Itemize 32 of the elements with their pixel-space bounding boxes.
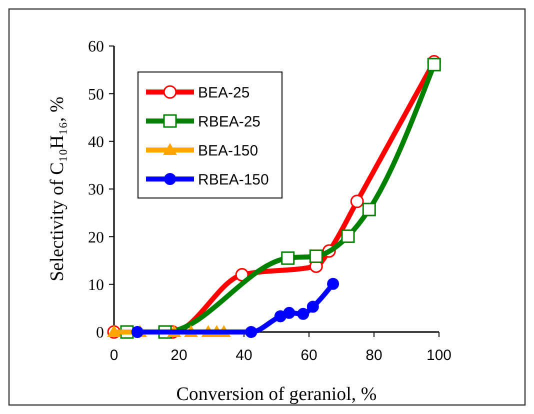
y-tick-label: 50 [88, 86, 104, 104]
y-tick-label: 20 [88, 229, 104, 246]
point [297, 308, 310, 320]
y-tick-label: 60 [88, 38, 104, 56]
point [235, 268, 249, 282]
y-tick-label: 10 [88, 276, 104, 294]
legend-label: BEA-150 [198, 142, 258, 160]
x-tick-label: 100 [426, 347, 452, 364]
y-tick-label: 40 [88, 134, 104, 151]
point [283, 306, 296, 319]
point [306, 300, 319, 313]
point [350, 194, 364, 208]
legend-label: RBEA-150 [198, 171, 269, 188]
point [362, 202, 376, 216]
point [327, 278, 340, 290]
y-axis-title: Selectivity of C₁₀H₁₆, % [47, 96, 68, 282]
x-axis-title: Conversion of geraniol, % [176, 384, 377, 405]
legend-label: RBEA-25 [198, 113, 261, 130]
y-tick-label: 0 [96, 324, 104, 342]
point [427, 58, 441, 72]
x-tick-label: 60 [300, 347, 318, 364]
x-tick-label: 0 [110, 347, 118, 364]
point [309, 249, 323, 263]
point [245, 326, 258, 338]
point [131, 326, 144, 338]
legend-label: BEA-25 [198, 84, 250, 102]
x-tick-label: 40 [236, 347, 252, 364]
x-tick-label: 80 [366, 347, 382, 364]
point [341, 229, 355, 243]
x-tick-label: 20 [170, 347, 188, 364]
y-tick-label: 30 [88, 182, 104, 199]
point [281, 251, 295, 265]
